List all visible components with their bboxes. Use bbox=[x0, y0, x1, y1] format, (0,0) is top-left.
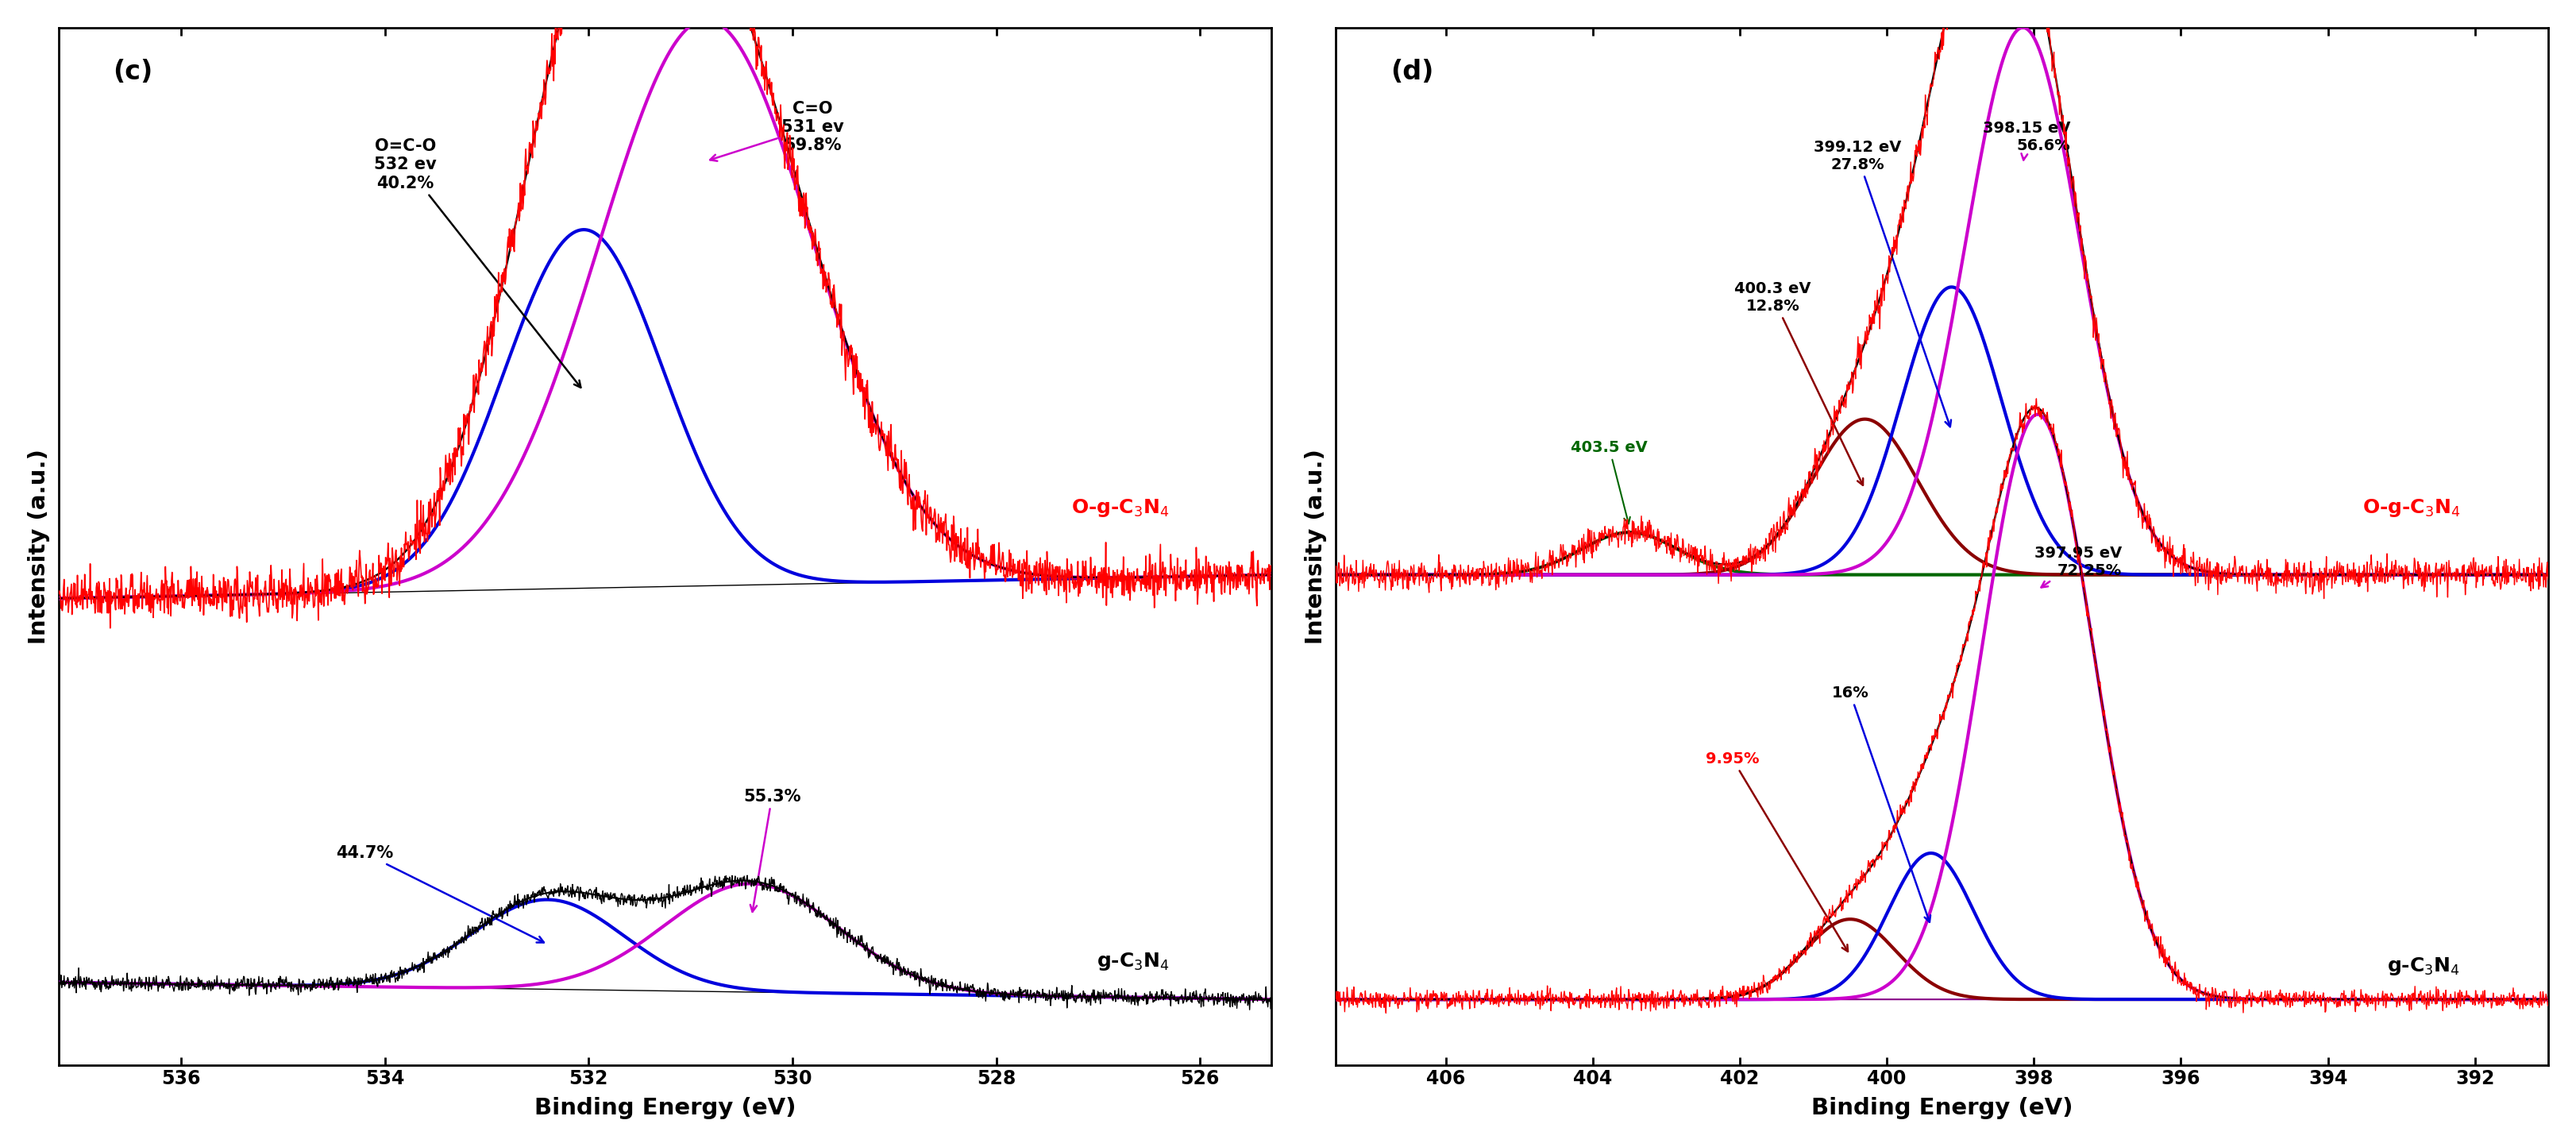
Text: 398.15 eV
56.6%: 398.15 eV 56.6% bbox=[1984, 120, 2071, 161]
Text: 16%: 16% bbox=[1832, 686, 1929, 922]
Text: (c): (c) bbox=[113, 58, 152, 85]
Text: 44.7%: 44.7% bbox=[335, 845, 544, 943]
Text: 400.3 eV
12.8%: 400.3 eV 12.8% bbox=[1734, 281, 1862, 485]
Y-axis label: Intensity (a.u.): Intensity (a.u.) bbox=[28, 448, 49, 645]
Text: 397.95 eV
72.25%: 397.95 eV 72.25% bbox=[2035, 546, 2123, 587]
Text: O-g-C$_3$N$_4$: O-g-C$_3$N$_4$ bbox=[1072, 498, 1170, 520]
Text: (d): (d) bbox=[1391, 58, 1432, 85]
Text: 55.3%: 55.3% bbox=[744, 788, 801, 912]
Text: C=O
531 ev
59.8%: C=O 531 ev 59.8% bbox=[711, 101, 845, 161]
Y-axis label: Intensity (a.u.): Intensity (a.u.) bbox=[1303, 448, 1327, 645]
X-axis label: Binding Energy (eV): Binding Energy (eV) bbox=[533, 1098, 796, 1119]
Text: g-C$_3$N$_4$: g-C$_3$N$_4$ bbox=[2388, 955, 2460, 976]
X-axis label: Binding Energy (eV): Binding Energy (eV) bbox=[1811, 1098, 2074, 1119]
Text: 399.12 eV
27.8%: 399.12 eV 27.8% bbox=[1814, 140, 1950, 427]
Text: O=C-O
532 ev
40.2%: O=C-O 532 ev 40.2% bbox=[374, 139, 580, 388]
Text: 403.5 eV: 403.5 eV bbox=[1571, 440, 1649, 524]
Text: g-C$_3$N$_4$: g-C$_3$N$_4$ bbox=[1097, 951, 1170, 972]
Text: O-g-C$_3$N$_4$: O-g-C$_3$N$_4$ bbox=[2362, 498, 2460, 520]
Text: 9.95%: 9.95% bbox=[1705, 751, 1847, 952]
